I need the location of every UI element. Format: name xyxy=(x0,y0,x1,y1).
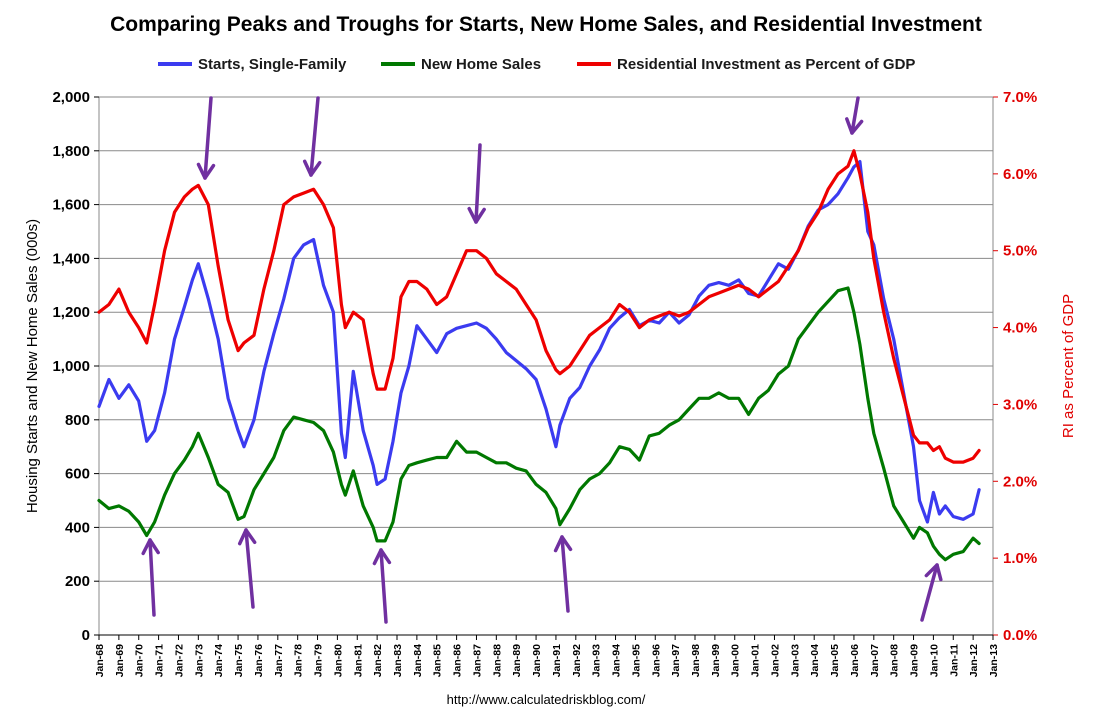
annotation-arrow xyxy=(196,96,216,180)
x-tick-label: Jan-83 xyxy=(392,644,404,677)
x-tick-label: Jan-73 xyxy=(193,644,205,677)
x-tick-label: Jan-74 xyxy=(213,644,225,677)
x-tick-label: Jan-99 xyxy=(710,644,722,677)
x-tick-label: Jan-92 xyxy=(571,644,583,677)
x-tick-label: Jan-98 xyxy=(690,644,702,677)
y-tick-label: 1,600 xyxy=(52,197,90,214)
x-tick-label: Jan-09 xyxy=(909,644,921,677)
x-tick-label: Jan-93 xyxy=(591,644,603,677)
x-tick-label: Jan-91 xyxy=(551,644,563,677)
x-tick-label: Jan-12 xyxy=(968,644,980,677)
x-tick-label: Jan-76 xyxy=(253,644,265,677)
x-tick-label: Jan-82 xyxy=(372,644,384,677)
annotation-arrow xyxy=(845,96,864,135)
y2-tick-label: 5.0% xyxy=(1003,243,1037,260)
x-tick-label: Jan-68 xyxy=(94,644,106,677)
y-axis-right: 0.0% 1.0% 2.0% 3.0% 4.0% 5.0% 6.0% 7.0% xyxy=(993,89,1037,644)
x-tick-label: Jan-78 xyxy=(293,644,305,677)
x-tick-label: Jan-90 xyxy=(531,644,543,677)
y2-tick-label: 4.0% xyxy=(1003,320,1037,337)
legend-label: Starts, Single-Family xyxy=(198,56,347,73)
series-line-new-home-sales xyxy=(97,286,981,562)
y2-tick-label: 0.0% xyxy=(1003,627,1037,644)
y2-tick-label: 6.0% xyxy=(1003,166,1037,183)
y-tick-label: 400 xyxy=(65,519,90,536)
peak-trough-arrows xyxy=(141,96,943,624)
x-tick-label: Jan-04 xyxy=(809,644,821,677)
x-tick-label: Jan-07 xyxy=(869,644,881,677)
y2-tick-label: 7.0% xyxy=(1003,89,1037,106)
x-tick-label: Jan-06 xyxy=(849,644,861,677)
annotation-arrow xyxy=(141,538,160,617)
y-tick-label: 1,200 xyxy=(52,304,90,321)
y2-tick-label: 1.0% xyxy=(1003,550,1037,567)
y-axis-left: 0 200 400 600 800 1,000 1,200 1,400 1,600 1,800 2,… xyxy=(52,89,99,644)
x-tick-label: Jan-75 xyxy=(233,644,245,677)
annotation-arrow xyxy=(467,143,486,224)
x-tick-label: Jan-97 xyxy=(670,644,682,677)
source-url: http://www.calculatedriskblog.com/ xyxy=(447,692,646,707)
y-tick-label: 2,000 xyxy=(52,89,90,106)
series-lines xyxy=(97,149,981,562)
x-tick-label: Jan-02 xyxy=(769,644,781,677)
x-tick-label: Jan-79 xyxy=(313,644,325,677)
x-tick-label: Jan-71 xyxy=(154,644,166,677)
x-tick-label: Jan-01 xyxy=(750,644,762,677)
y-tick-label: 1,000 xyxy=(52,358,90,375)
legend: Starts, Single-Family New Home Sales Resid… xyxy=(158,56,915,73)
x-tick-label: Jan-08 xyxy=(889,644,901,677)
gridlines xyxy=(98,96,994,636)
y-tick-label: 0 xyxy=(82,627,90,644)
y-tick-label: 800 xyxy=(65,412,90,429)
x-tick-label: Jan-81 xyxy=(352,644,364,677)
annotation-arrow xyxy=(302,96,322,177)
x-tick-label: Jan-70 xyxy=(134,644,146,677)
y-tick-label: 600 xyxy=(65,466,90,483)
x-tick-label: Jan-80 xyxy=(332,644,344,677)
legend-label: Residential Investment as Percent of GDP xyxy=(617,56,915,73)
x-axis: Jan-68 Jan-69 Jan-70 Jan-71 Jan-72 Jan-73 Jan-… xyxy=(94,634,1000,677)
annotation-arrow xyxy=(372,548,392,624)
x-tick-label: Jan-88 xyxy=(491,644,503,677)
x-tick-label: Jan-86 xyxy=(452,644,464,677)
y-tick-label: 1,400 xyxy=(52,250,90,267)
y2-tick-label: 2.0% xyxy=(1003,473,1037,490)
y-tick-label: 200 xyxy=(65,573,90,590)
x-tick-label: Jan-95 xyxy=(630,644,642,677)
x-tick-label: Jan-11 xyxy=(948,644,960,677)
annotation-arrow xyxy=(553,535,573,613)
y-axis-right-label: RI as Percent of GDP xyxy=(1060,294,1077,438)
x-tick-label: Jan-77 xyxy=(273,644,285,677)
x-tick-label: Jan-69 xyxy=(114,644,126,677)
x-tick-label: Jan-10 xyxy=(928,644,940,677)
x-tick-label: Jan-87 xyxy=(471,644,483,677)
x-tick-label: Jan-96 xyxy=(650,644,662,677)
x-tick-label: Jan-94 xyxy=(611,644,623,677)
chart-title: Comparing Peaks and Troughs for Starts, … xyxy=(110,13,982,36)
x-tick-label: Jan-89 xyxy=(511,644,523,677)
x-tick-label: Jan-03 xyxy=(789,644,801,677)
legend-label: New Home Sales xyxy=(421,56,541,73)
x-tick-label: Jan-72 xyxy=(173,644,185,677)
x-tick-label: Jan-85 xyxy=(432,644,444,677)
y-tick-label: 1,800 xyxy=(52,143,90,160)
annotation-arrow xyxy=(920,563,943,622)
annotation-arrow xyxy=(237,528,257,609)
series-line-residential-investment-as-percent-of-gdp xyxy=(97,149,981,464)
x-tick-label: Jan-84 xyxy=(412,644,424,677)
x-tick-label: Jan-05 xyxy=(829,644,841,677)
y-axis-left-label: Housing Starts and New Home Sales (000s) xyxy=(24,219,41,513)
x-tick-label: Jan-13 xyxy=(988,644,1000,677)
x-tick-label: Jan-00 xyxy=(730,644,742,677)
y2-tick-label: 3.0% xyxy=(1003,396,1037,413)
series-line-starts-single-family xyxy=(97,160,981,524)
